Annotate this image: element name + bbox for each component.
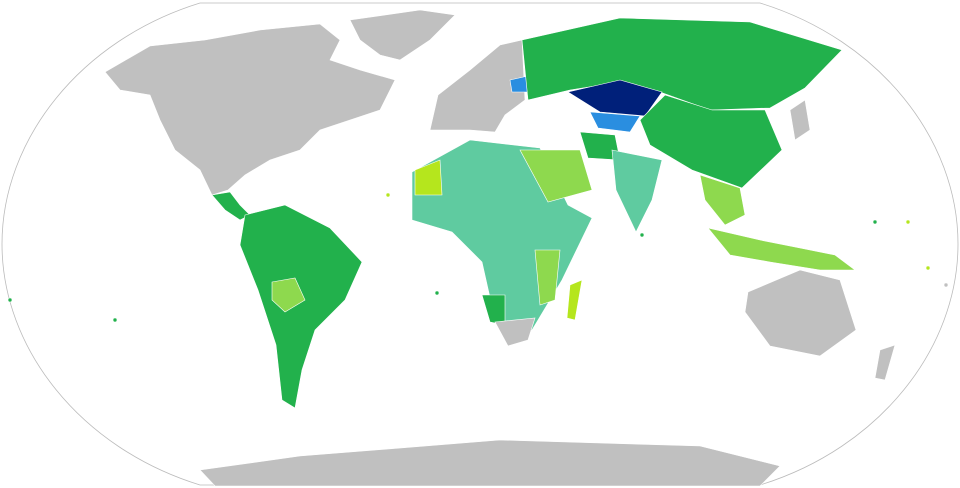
island [7,297,13,303]
island [925,265,931,271]
japan [789,99,811,141]
east-africa [534,249,561,306]
island [872,219,878,225]
south-america [239,204,363,409]
indonesia [707,227,856,271]
kazakhstan [567,79,663,117]
bolivia [271,277,306,313]
north-america [104,23,396,196]
new-zealand [874,344,896,381]
island [385,192,391,198]
europe [429,39,526,133]
islands [7,192,949,323]
island [943,282,949,288]
australia [744,269,857,357]
island [639,232,645,238]
china [639,94,783,189]
antarctica [199,439,781,487]
greenland [349,9,456,61]
arabia [519,149,593,203]
madagascar [566,279,583,321]
island [905,219,911,225]
south-africa [494,317,536,347]
india [611,149,663,233]
island [112,317,118,323]
southeast-asia [699,174,746,226]
russia [521,17,843,111]
mauritania [414,159,443,196]
central-asia [589,111,641,133]
island [434,290,440,296]
